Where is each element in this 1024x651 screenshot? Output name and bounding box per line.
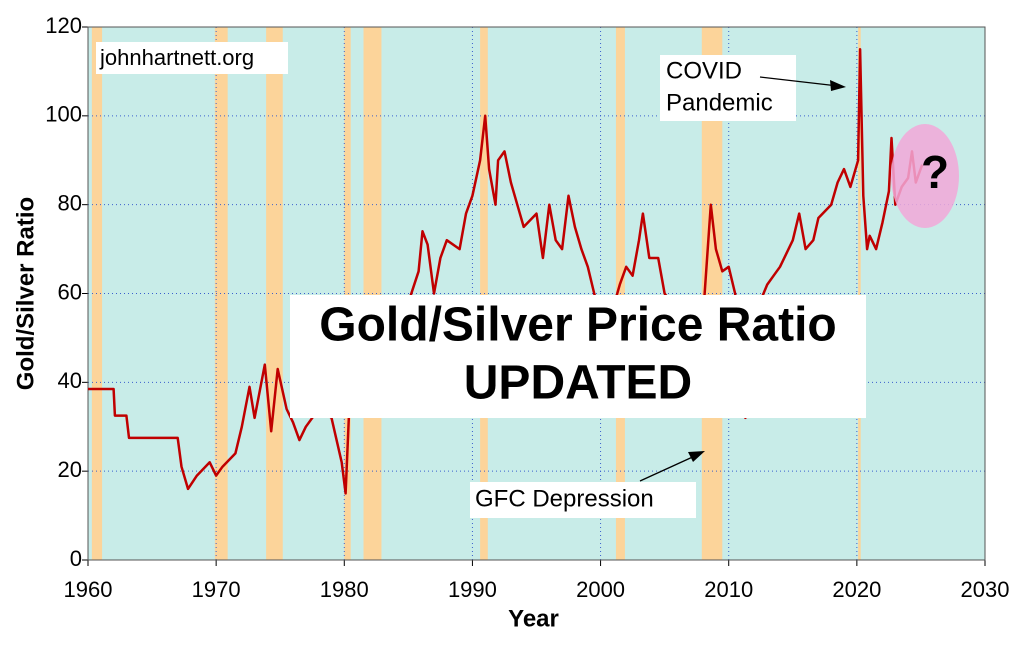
arrow xyxy=(639,454,698,482)
x-axis-label: Year xyxy=(508,605,559,632)
highlight xyxy=(891,124,959,228)
arrow-head xyxy=(830,80,846,91)
title-box xyxy=(290,295,866,418)
y-tick-label: 20 xyxy=(58,457,82,482)
chart-title: Gold/Silver Price Ratio xyxy=(319,299,837,352)
arrow-head xyxy=(688,451,705,462)
annotation-box xyxy=(470,482,696,518)
y-tick-label: 100 xyxy=(45,102,82,127)
x-tick-label: 2030 xyxy=(961,577,1010,602)
y-axis-label: Gold/Silver Ratio xyxy=(12,197,39,390)
x-tick-label: 2010 xyxy=(704,577,753,602)
annotation: GFC Depression xyxy=(475,485,654,512)
x-tick-label: 1990 xyxy=(448,577,497,602)
arrow xyxy=(759,76,839,87)
x-tick-label: 1960 xyxy=(64,577,113,602)
recession-band xyxy=(214,27,228,560)
annotation: ? xyxy=(921,146,949,198)
x-tick-label: 1980 xyxy=(320,577,369,602)
annotation-box xyxy=(660,55,796,121)
annotation: COVID xyxy=(666,57,742,84)
watermark-box xyxy=(96,42,288,74)
plot-frame xyxy=(87,26,986,561)
recession-band xyxy=(480,27,488,560)
data-line xyxy=(88,47,924,495)
y-tick-label: 40 xyxy=(58,368,82,393)
x-tick-label: 2000 xyxy=(576,577,625,602)
recession-band xyxy=(858,27,861,560)
annotation: Pandemic xyxy=(666,89,773,116)
y-tick-label: 120 xyxy=(45,13,82,38)
y-tick-label: 0 xyxy=(70,546,82,571)
chart-subtitle: UPDATED xyxy=(464,357,692,410)
watermark: johnhartnett.org xyxy=(99,45,254,70)
x-tick-label: 2020 xyxy=(832,577,881,602)
x-tick-label: 1970 xyxy=(192,577,241,602)
recession-band xyxy=(344,27,351,560)
y-tick-label: 60 xyxy=(58,279,82,304)
y-tick-label: 80 xyxy=(58,190,82,215)
